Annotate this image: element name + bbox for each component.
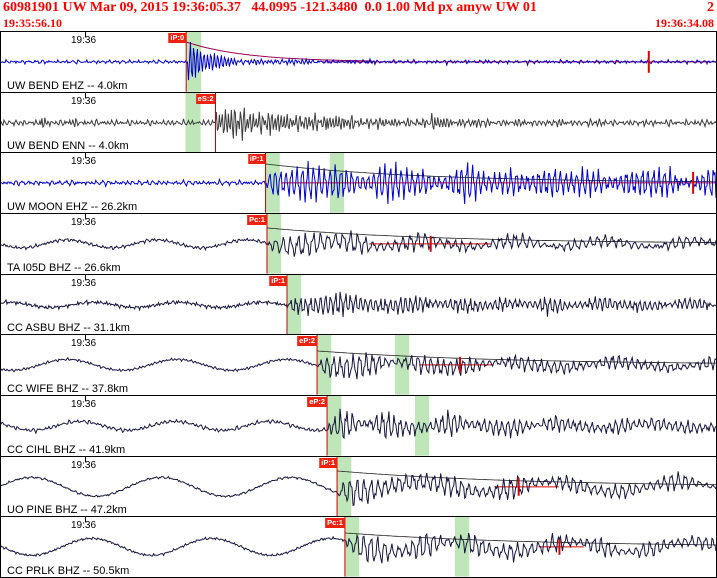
coda-decay-curve	[267, 227, 716, 243]
seismogram-trace	[1, 352, 716, 380]
coda-decay-curve	[344, 532, 716, 546]
seismogram-trace	[1, 230, 716, 257]
phase-pick-flag[interactable]: iP:0	[168, 33, 187, 43]
event-summary: 60981901 UW Mar 09, 2015 19:36:05.37 44.…	[3, 0, 537, 15]
seismogram-trace	[1, 471, 716, 506]
minute-tick	[85, 396, 86, 402]
minute-tick	[85, 92, 86, 98]
trace-time-label: 19:36	[71, 95, 97, 107]
trace-panel[interactable]: 19:36 eS:2 UW BEND ENN -- 4.0km	[1, 91, 716, 153]
waveform-plot	[1, 456, 716, 517]
event-header-row1: 60981901 UW Mar 09, 2015 19:36:05.37 44.…	[3, 0, 714, 16]
trace-time-label: 19:36	[71, 520, 97, 532]
trace-time-label: 19:36	[71, 459, 97, 471]
phase-pick-flag[interactable]: iP:1	[269, 275, 287, 286]
trace-station-label: UO PINE BHZ -- 47.2km	[7, 504, 127, 517]
minute-tick	[85, 32, 86, 37]
minute-tick	[85, 517, 86, 523]
waveform-plot	[1, 214, 716, 274]
trace-panel[interactable]: 19:36 iP:1 UO PINE BHZ -- 47.2km	[1, 455, 716, 517]
phase-window-band	[186, 32, 202, 92]
seismogram-trace	[1, 42, 716, 81]
trace-station-label: TA I05D BHZ -- 26.6km	[7, 261, 121, 274]
seismogram-trace	[1, 408, 716, 440]
minute-tick	[85, 335, 86, 341]
trace-panel[interactable]: 19:36 iP:0 UW BEND EHZ -- 4.0km	[1, 32, 716, 92]
seismogram-trace	[1, 161, 716, 205]
phase-window-band	[455, 517, 470, 578]
trace-station-label: UW BEND EHZ -- 4.0km	[7, 79, 128, 92]
trace-station-label: CC CIHL BHZ -- 41.9km	[7, 443, 126, 456]
window-end-time: 19:36:34.08	[655, 16, 714, 30]
trace-station-label: CC PRLK BHZ -- 50.5km	[7, 565, 130, 578]
trace-panel[interactable]: 19:36 iP:1 UW MOON EHZ -- 26.2km	[1, 152, 716, 214]
phase-pick-flag[interactable]: eP:2	[297, 336, 318, 347]
trace-panel[interactable]: 19:36 iP:1 CC ASBU BHZ -- 31.1km	[1, 273, 716, 335]
waveform-plot	[1, 274, 716, 335]
waveform-plot	[1, 92, 716, 153]
phase-window-band	[414, 396, 430, 456]
phase-window-band	[317, 335, 332, 396]
trace-time-label: 19:36	[71, 277, 97, 289]
trace-station-label: UW MOON EHZ -- 26.2km	[7, 201, 138, 214]
phase-pick-flag[interactable]: eS:2	[195, 93, 216, 104]
event-header-row2: 19:35:56.10 19:36:34.08	[3, 16, 714, 30]
trace-panel[interactable]: 19:36 eP:2 CC CIHL BHZ -- 41.9km	[1, 395, 716, 456]
event-header-right-value: 2	[707, 0, 714, 15]
seismogram-trace	[1, 533, 716, 564]
trace-station-label: UW BEND ENN -- 4.0km	[7, 140, 129, 153]
event-header: 60981901 UW Mar 09, 2015 19:36:05.37 44.…	[0, 0, 717, 30]
waveform-plot	[1, 335, 716, 396]
coda-decay-curve	[337, 470, 716, 485]
phase-pick-flag[interactable]: iP:1	[247, 154, 266, 165]
phase-window-band	[265, 153, 280, 214]
seismogram-trace	[1, 291, 716, 317]
minute-tick	[85, 274, 86, 280]
amplitude-envelope	[186, 41, 372, 62]
trace-station-label: CC ASBU BHZ -- 31.1km	[7, 322, 130, 335]
window-start-time: 19:35:56.10	[3, 16, 62, 30]
phase-window-band	[287, 274, 302, 335]
minute-tick	[85, 153, 86, 159]
phase-pick-flag[interactable]: iP:1	[319, 457, 338, 468]
trace-time-label: 19:36	[71, 35, 97, 46]
minute-tick	[85, 456, 86, 462]
waveform-plot	[1, 517, 716, 578]
waveform-plot	[1, 396, 716, 456]
trace-time-label: 19:36	[71, 217, 97, 229]
phase-window-band	[327, 396, 342, 456]
trace-panel[interactable]: 19:36 Pc:1 TA I05D BHZ -- 26.6km	[1, 213, 716, 274]
trace-time-label: 19:36	[71, 156, 97, 168]
waveform-plot	[1, 32, 716, 92]
trace-panel[interactable]: 19:36 eP:2 CC WIFE BHZ -- 37.8km	[1, 334, 716, 396]
trace-station-label: CC WIFE BHZ -- 37.8km	[7, 383, 129, 396]
phase-pick-flag[interactable]: Pc:1	[325, 518, 345, 529]
phase-pick-flag[interactable]: eP:2	[307, 397, 328, 408]
trace-time-label: 19:36	[71, 399, 97, 411]
waveform-plot	[1, 153, 716, 214]
minute-tick	[85, 214, 86, 220]
trace-panel[interactable]: 19:36 Pc:1 CC PRLK BHZ -- 50.5km	[1, 516, 716, 578]
trace-time-label: 19:36	[71, 338, 97, 350]
phase-pick-flag[interactable]: Pc:1	[247, 215, 267, 226]
seismogram-trace	[1, 107, 716, 141]
trace-list: 19:36 iP:0 UW BEND EHZ -- 4.0km 19:36 eS…	[0, 31, 717, 578]
